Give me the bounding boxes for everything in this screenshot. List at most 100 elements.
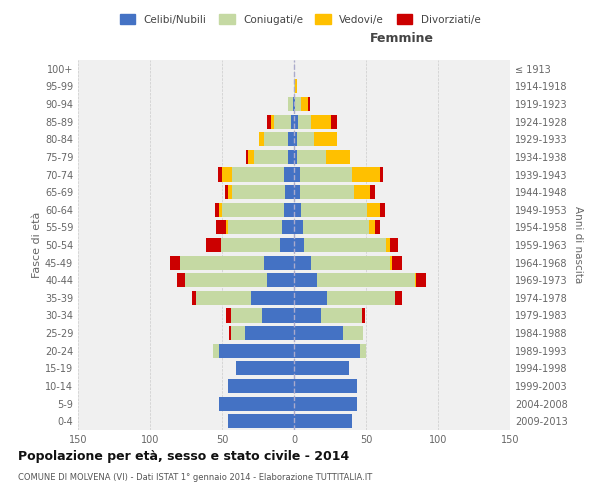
Text: Popolazione per età, sesso e stato civile - 2014: Popolazione per età, sesso e stato civil… [18,450,349,463]
Bar [219,202,222,217]
Bar [229,326,230,340]
Y-axis label: Anni di nascita: Anni di nascita [573,206,583,284]
Bar [301,202,367,217]
Bar [266,114,271,128]
Bar [294,238,304,252]
Bar [317,273,415,287]
Bar [294,150,297,164]
Bar [392,256,402,270]
Bar [266,273,294,287]
Bar [178,273,185,287]
Bar [294,97,295,111]
Bar [291,114,294,128]
Bar [294,273,317,287]
Bar [230,326,245,340]
Bar [416,273,427,287]
Bar [297,132,314,146]
Bar [214,344,219,358]
Bar [304,238,386,252]
Bar [222,202,284,217]
Bar [215,202,219,217]
Bar [228,185,232,199]
Bar [180,256,264,270]
Bar [196,291,251,305]
Bar [370,185,374,199]
Bar [355,185,370,199]
Bar [395,291,402,305]
Bar [230,308,262,322]
Bar [294,414,352,428]
Bar [251,291,294,305]
Bar [415,273,416,287]
Bar [219,344,294,358]
Bar [259,132,264,146]
Y-axis label: Fasce di età: Fasce di età [32,212,42,278]
Bar [302,220,369,234]
Bar [262,308,294,322]
Bar [218,168,222,181]
Bar [294,114,298,128]
Bar [374,220,380,234]
Bar [294,256,311,270]
Bar [294,80,295,94]
Bar [284,168,294,181]
Bar [221,238,280,252]
Bar [294,396,358,410]
Bar [294,168,300,181]
Bar [298,114,311,128]
Bar [362,308,365,322]
Bar [245,326,294,340]
Bar [236,362,294,376]
Bar [294,220,302,234]
Bar [380,202,385,217]
Bar [254,150,288,164]
Bar [352,168,380,181]
Bar [192,291,196,305]
Bar [283,220,294,234]
Bar [294,344,360,358]
Bar [294,362,349,376]
Bar [228,220,283,234]
Bar [297,150,326,164]
Bar [248,150,254,164]
Bar [288,97,293,111]
Bar [226,308,230,322]
Bar [311,256,391,270]
Bar [206,238,221,252]
Bar [301,97,308,111]
Bar [308,97,310,111]
Bar [228,379,294,393]
Bar [295,97,301,111]
Bar [293,97,294,111]
Bar [327,291,395,305]
Text: Femmine: Femmine [370,32,434,45]
Bar [264,132,288,146]
Bar [222,168,232,181]
Bar [343,326,363,340]
Bar [219,396,294,410]
Bar [232,168,284,181]
Bar [386,238,391,252]
Bar [286,185,294,199]
Bar [294,291,327,305]
Bar [294,326,343,340]
Bar [314,132,337,146]
Bar [380,168,383,181]
Text: COMUNE DI MOLVENA (VI) - Dati ISTAT 1° gennaio 2014 - Elaborazione TUTTITALIA.IT: COMUNE DI MOLVENA (VI) - Dati ISTAT 1° g… [18,472,372,482]
Bar [225,185,228,199]
Bar [216,220,226,234]
Bar [300,168,352,181]
Bar [247,150,248,164]
Legend: Celibi/Nubili, Coniugati/e, Vedovi/e, Divorziati/e: Celibi/Nubili, Coniugati/e, Vedovi/e, Di… [115,10,485,29]
Bar [170,256,180,270]
Bar [284,202,294,217]
Bar [311,114,331,128]
Bar [288,132,294,146]
Bar [295,80,297,94]
Bar [294,308,322,322]
Bar [228,414,294,428]
Bar [391,238,398,252]
Bar [360,344,366,358]
Bar [326,150,350,164]
Bar [331,114,337,128]
